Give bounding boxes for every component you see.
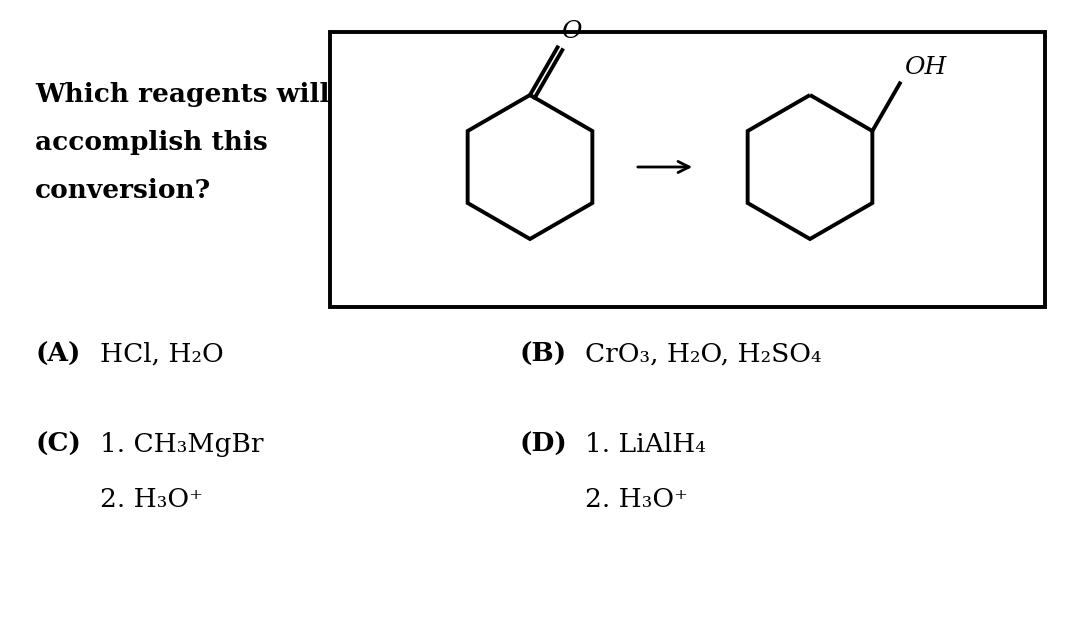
Text: OH: OH xyxy=(904,56,946,80)
Text: conversion?: conversion? xyxy=(35,178,211,203)
Text: HCl, H₂O: HCl, H₂O xyxy=(100,342,224,367)
Text: 1. LiAlH₄: 1. LiAlH₄ xyxy=(585,432,706,457)
Text: 2. H₃O⁺: 2. H₃O⁺ xyxy=(100,487,203,512)
Text: (B): (B) xyxy=(520,342,567,367)
Text: (C): (C) xyxy=(35,432,81,457)
Text: (A): (A) xyxy=(35,342,80,367)
Bar xyxy=(330,32,1045,307)
Text: 1. CH₃MgBr: 1. CH₃MgBr xyxy=(100,432,264,457)
Text: accomplish this: accomplish this xyxy=(35,130,268,155)
Text: O: O xyxy=(562,21,582,44)
Text: 2. H₃O⁺: 2. H₃O⁺ xyxy=(585,487,688,512)
Text: (D): (D) xyxy=(520,432,568,457)
Text: CrO₃, H₂O, H₂SO₄: CrO₃, H₂O, H₂SO₄ xyxy=(585,342,821,367)
Text: Which reagents will: Which reagents will xyxy=(35,82,330,107)
